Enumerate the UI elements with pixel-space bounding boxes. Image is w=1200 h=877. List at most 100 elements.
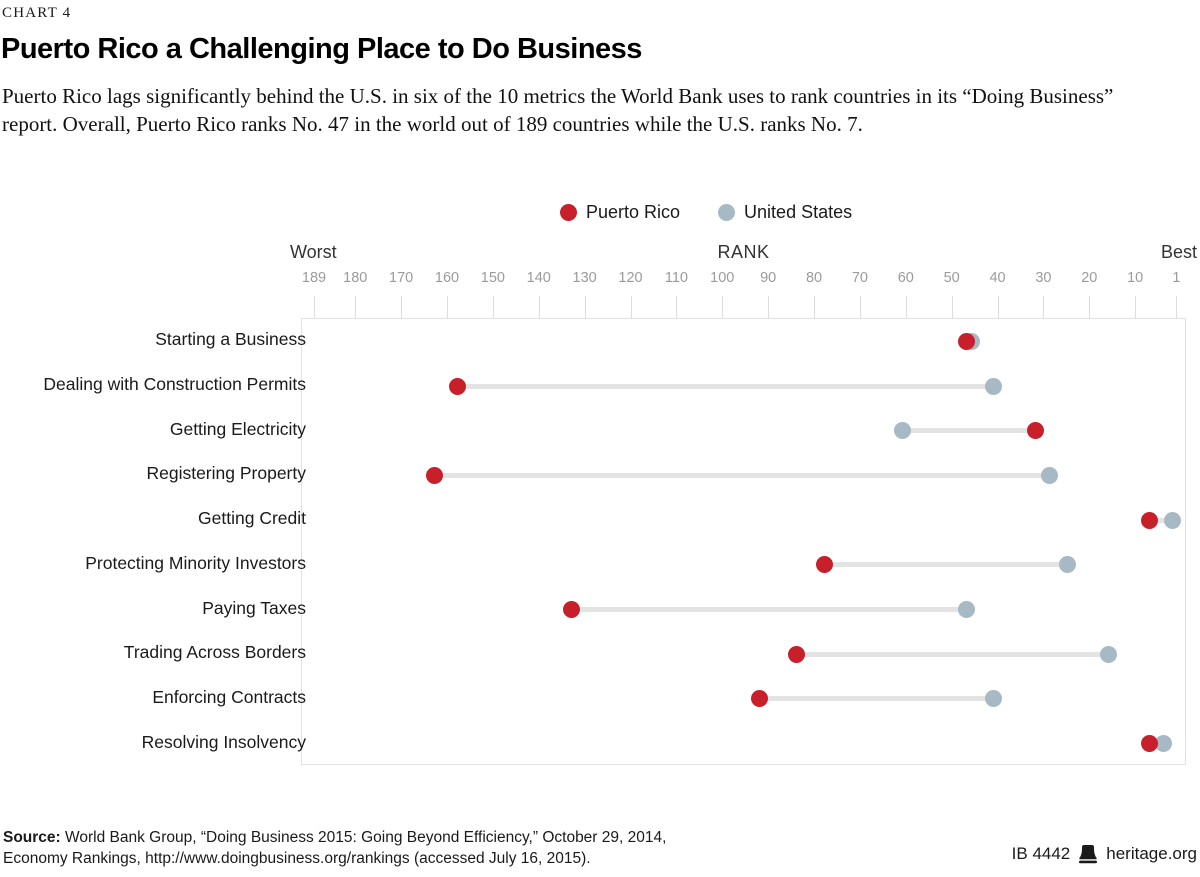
rank-gap-connector: [902, 428, 1036, 434]
united-states-dot: [1040, 466, 1058, 484]
axis-tick-label: 10: [1127, 270, 1144, 286]
rank-gap-connector: [571, 607, 967, 613]
category-label: Dealing with Construction Permits: [43, 374, 306, 395]
united-states-dot: [1058, 556, 1076, 574]
axis-tick-mark: [401, 296, 403, 318]
category-label: Enforcing Contracts: [152, 686, 306, 707]
legend-item-puerto-rico: Puerto Rico: [560, 202, 680, 223]
axis-tick-mark: [905, 296, 907, 318]
puerto-rico-dot: [815, 556, 833, 574]
axis-tick-label: 160: [434, 270, 460, 286]
report-id: IB 4442: [1011, 844, 1071, 863]
united-states-dot: [957, 601, 975, 619]
axis-tick-mark: [768, 296, 770, 318]
axis-tick-label: 100: [710, 270, 735, 286]
axis-tick-mark: [722, 296, 724, 318]
category-label: Trading Across Borders: [123, 642, 306, 663]
axis-worst-label: Worst: [290, 242, 337, 262]
axis-tick-label: 20: [1081, 270, 1098, 286]
legend-label: United States: [744, 202, 853, 222]
axis-tick-mark: [814, 296, 816, 318]
axis-tick-mark: [1176, 296, 1178, 318]
puerto-rico-dot: [1026, 422, 1044, 440]
axis-tick-mark: [951, 296, 953, 318]
puerto-rico-dot: [563, 601, 581, 619]
legend-dot: [560, 204, 577, 221]
rank-gap-connector: [1149, 517, 1173, 523]
axis-tick-label: 60: [897, 270, 914, 286]
axis-tick-mark: [1089, 296, 1091, 318]
category-label: Starting a Business: [155, 329, 306, 350]
legend: Puerto Rico United States: [560, 202, 852, 223]
page-title: Puerto Rico a Challenging Place to Do Bu…: [1, 33, 642, 65]
axis-tick-label: 40: [989, 270, 1006, 286]
axis-tick-mark: [492, 296, 494, 318]
axis-tick-mark: [997, 296, 999, 318]
united-states-dot: [1100, 645, 1118, 663]
united-states-dot: [1155, 735, 1173, 753]
axis-best-label: Best: [1160, 242, 1197, 262]
axis-tick-label: 1: [1172, 270, 1181, 286]
category-label: Paying Taxes: [202, 597, 306, 618]
axis-tick-label: 110: [664, 270, 688, 286]
axis-tick-mark: [859, 296, 861, 318]
puerto-rico-dot: [448, 377, 466, 395]
axis-tick-mark: [630, 296, 632, 318]
puerto-rico-dot: [425, 466, 443, 484]
axis-tick-mark: [538, 296, 540, 318]
axis-tick-mark: [676, 296, 678, 318]
rank-gap-connector: [457, 383, 994, 389]
puerto-rico-dot: [751, 690, 769, 708]
rank-gap-connector: [434, 472, 1049, 478]
axis-tick-label: 150: [480, 270, 505, 286]
rank-gap-connector: [824, 562, 1068, 568]
legend-label: Puerto Rico: [586, 202, 681, 222]
puerto-rico-dot: [957, 332, 975, 350]
x-axis: 189 180 170 160 150 140 130 120 110 100 90 80 70 60 50…: [301, 268, 1186, 318]
source-line-1: World Bank Group, “Doing Business 2015: …: [60, 829, 667, 846]
rank-gap-connector: [759, 696, 994, 702]
axis-tick-label: 130: [572, 270, 597, 286]
axis-tick-label: 170: [389, 270, 414, 286]
category-label: Getting Electricity: [169, 418, 306, 439]
axis-tick-label: 50: [943, 270, 960, 286]
report-id-block: IB 4442 heritage.org: [1012, 844, 1197, 864]
legend-dot: [718, 204, 736, 221]
axis-tick-label: 80: [805, 270, 823, 286]
legend-item-united-states: United States: [718, 202, 852, 223]
site-label: heritage.org: [1106, 844, 1197, 863]
axis-tick-label: 70: [851, 270, 868, 286]
rank-gap-connector: [796, 651, 1109, 657]
axis-tick-mark: [447, 296, 449, 318]
axis-rank-label: RANK: [717, 242, 770, 262]
category-label: Getting Credit: [198, 508, 306, 529]
axis-tick-label: 120: [618, 270, 643, 286]
puerto-rico-dot: [1141, 511, 1159, 529]
axis-tick-label: 90: [760, 270, 777, 286]
puerto-rico-dot: [788, 645, 806, 663]
axis-tick-mark: [1043, 296, 1045, 318]
axis-tick-mark: [1135, 296, 1137, 318]
source-line-2: Economy Rankings, http://www.doingbusine…: [3, 850, 591, 867]
united-states-dot: [893, 422, 911, 440]
united-states-dot: [985, 377, 1003, 395]
axis-tick-mark: [355, 296, 357, 318]
category-label: Registering Property: [146, 463, 306, 484]
axis-tick-label: 180: [343, 270, 368, 286]
heritage-bell-icon: [1078, 844, 1098, 864]
axis-tick-label: 189: [301, 270, 327, 286]
united-states-dot: [1164, 511, 1182, 529]
puerto-rico-dot: [1141, 735, 1159, 753]
axis-tick-label: 30: [1035, 270, 1052, 286]
axis-tick-label: 140: [526, 270, 551, 286]
axis-tick-mark: [314, 296, 315, 318]
chart-kicker: CHART 4: [2, 5, 72, 21]
category-labels: Starting a Business Dealing with Construc…: [0, 318, 306, 765]
category-label: Resolving Insolvency: [141, 731, 306, 752]
chart-subtitle: Puerto Rico lags significantly behind th…: [2, 84, 1114, 136]
united-states-dot: [985, 690, 1003, 708]
category-label: Protecting Minority Investors: [85, 552, 306, 573]
source-text: Source: World Bank Group, “Doing Busines…: [3, 827, 666, 869]
axis-tick-mark: [584, 296, 586, 318]
